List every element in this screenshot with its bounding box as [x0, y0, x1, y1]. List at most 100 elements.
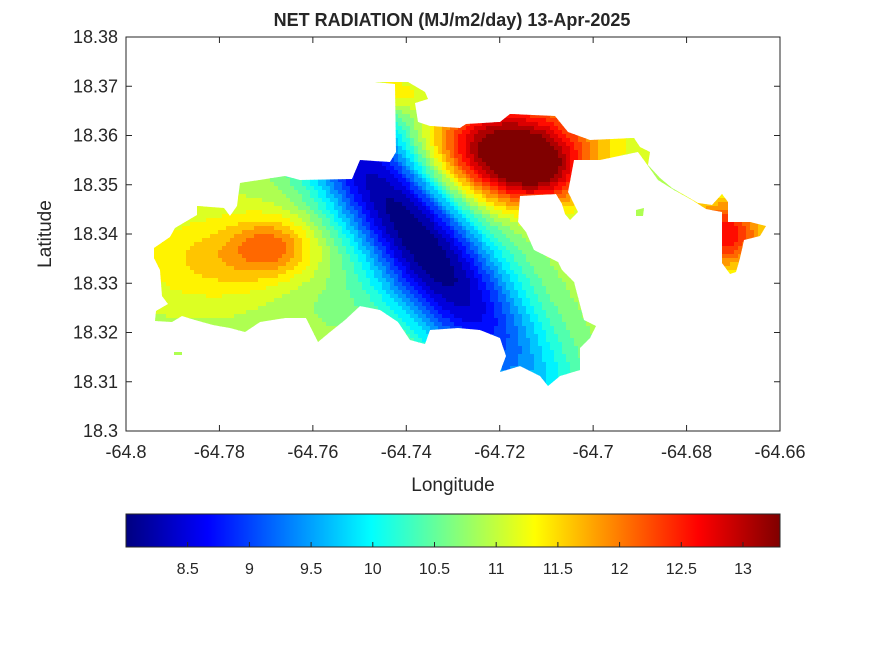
field-cell: [446, 142, 451, 147]
field-cell: [486, 130, 491, 135]
field-cell: [438, 174, 443, 179]
field-cell: [558, 126, 563, 131]
field-cell: [418, 158, 423, 163]
field-cell: [426, 198, 431, 203]
field-cell: [518, 190, 523, 195]
field-cell: [402, 138, 407, 143]
field-cell: [446, 154, 451, 159]
field-cell: [358, 174, 363, 179]
field-cell: [398, 126, 403, 131]
field-cell: [374, 162, 379, 167]
field-cell: [546, 190, 551, 195]
field-cell: [398, 182, 403, 187]
field-cell: [282, 178, 287, 183]
field-cell: [498, 158, 503, 163]
field-cell: [274, 202, 279, 207]
field-cell: [450, 190, 455, 195]
field-cell: [494, 190, 499, 195]
field-cell: [354, 170, 359, 175]
field-cell: [466, 138, 471, 143]
field-cell: [478, 130, 483, 135]
field-cell: [478, 138, 483, 143]
field-cell: [414, 194, 419, 199]
field-cell: [402, 98, 407, 103]
field-cell: [242, 202, 247, 207]
field-cell: [494, 170, 499, 175]
field-cell: [258, 186, 263, 191]
field-cell: [530, 126, 535, 131]
field-cell: [462, 174, 467, 179]
field-cell: [550, 134, 555, 139]
field-cell: [430, 182, 435, 187]
field-cell: [270, 202, 275, 207]
field-cell: [246, 198, 251, 203]
field-cell: [490, 186, 495, 191]
field-cell: [414, 126, 419, 131]
field-cell: [494, 138, 499, 143]
field-cell: [394, 122, 399, 127]
field-cell: [494, 202, 499, 207]
field-cell: [542, 130, 547, 135]
field-cell: [390, 186, 395, 191]
field-cell: [270, 182, 275, 187]
field-cell: [370, 170, 375, 175]
field-cell: [626, 146, 631, 151]
field-cell: [570, 158, 575, 163]
field-cell: [358, 190, 363, 195]
field-cell: [434, 174, 439, 179]
field-cell: [326, 178, 331, 183]
field-cell: [454, 194, 459, 199]
field-cell: [498, 170, 503, 175]
field-cell: [282, 174, 287, 179]
field-cell: [306, 198, 311, 203]
field-cell: [586, 142, 591, 147]
field-cell: [418, 146, 423, 151]
field-cell: [610, 150, 615, 155]
field-cell: [550, 158, 555, 163]
field-cell: [522, 154, 527, 159]
field-cell: [350, 194, 355, 199]
field-cell: [406, 174, 411, 179]
field-cell: [478, 150, 483, 155]
field-cell: [398, 186, 403, 191]
field-cell: [546, 114, 551, 119]
field-cell: [394, 202, 399, 207]
field-cell: [406, 118, 411, 123]
field-cell: [274, 194, 279, 199]
field-cell: [430, 146, 435, 151]
field-cell: [410, 98, 415, 103]
field-cell: [414, 174, 419, 179]
field-cell: [450, 138, 455, 143]
field-cell: [294, 190, 299, 195]
field-cell: [426, 178, 431, 183]
field-cell: [370, 194, 375, 199]
field-cell: [506, 130, 511, 135]
field-cell: [618, 150, 623, 155]
field-cell: [410, 134, 415, 139]
field-cell: [274, 178, 279, 183]
field-cell: [490, 146, 495, 151]
field-cell: [470, 186, 475, 191]
field-cell: [342, 190, 347, 195]
field-cell: [490, 138, 495, 143]
field-cell: [470, 198, 475, 203]
field-cell: [478, 202, 483, 207]
field-cell: [414, 110, 419, 115]
field-cell: [446, 198, 451, 203]
field-cell: [258, 198, 263, 203]
field-cell: [434, 190, 439, 195]
field-cell: [562, 190, 567, 195]
field-cell: [298, 182, 303, 187]
field-cell: [482, 162, 487, 167]
field-cell: [642, 158, 647, 163]
field-cell: [438, 186, 443, 191]
field-cell: [454, 146, 459, 151]
field-cell: [622, 138, 627, 143]
field-cell: [366, 186, 371, 191]
field-cell: [526, 118, 531, 123]
field-cell: [502, 202, 507, 207]
field-cell: [474, 198, 479, 203]
field-cell: [590, 154, 595, 159]
field-cell: [302, 190, 307, 195]
field-cell: [506, 190, 511, 195]
